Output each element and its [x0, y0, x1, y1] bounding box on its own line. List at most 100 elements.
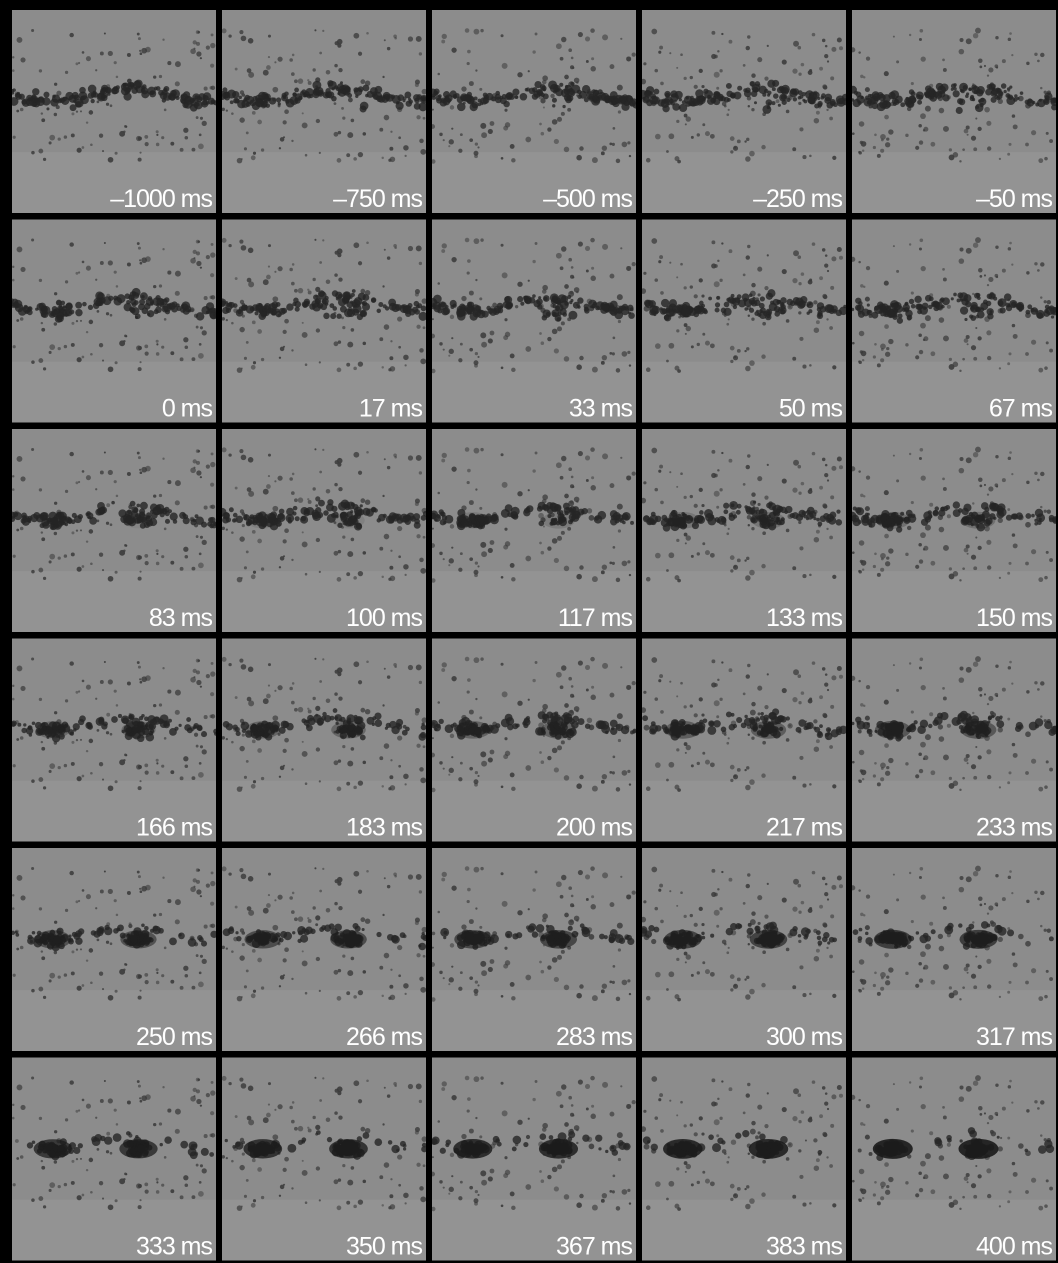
particle	[191, 357, 196, 362]
particle	[685, 116, 691, 122]
particle	[289, 58, 293, 62]
particle	[1045, 341, 1049, 345]
particle	[757, 515, 761, 520]
particle	[474, 351, 479, 356]
particle	[918, 123, 922, 128]
particle	[307, 499, 312, 504]
particle	[567, 717, 573, 723]
particle	[920, 322, 926, 329]
particle	[590, 485, 596, 491]
particle	[62, 96, 67, 102]
particle	[1043, 300, 1047, 304]
particle	[611, 142, 615, 146]
particle	[278, 726, 286, 734]
particle	[99, 297, 106, 304]
particle	[997, 93, 1003, 100]
particle	[676, 748, 680, 752]
particle	[829, 745, 833, 749]
particle	[546, 507, 554, 514]
particle	[250, 364, 256, 370]
particle	[418, 102, 426, 112]
particle	[572, 506, 579, 513]
particle	[896, 688, 900, 692]
particle	[271, 311, 276, 316]
particle	[232, 512, 238, 518]
particle	[711, 263, 717, 269]
particle	[1026, 690, 1030, 694]
particle	[872, 774, 876, 778]
particle	[677, 788, 681, 792]
particle	[759, 296, 765, 302]
particle	[107, 366, 114, 373]
particle	[228, 507, 234, 513]
particle	[858, 749, 865, 756]
particle	[745, 156, 751, 162]
particle	[901, 307, 906, 312]
particle	[859, 769, 864, 773]
particle	[205, 255, 210, 260]
particle	[836, 456, 842, 462]
particle	[155, 503, 165, 513]
particle	[628, 154, 632, 158]
particle	[473, 360, 479, 366]
particle	[246, 277, 252, 283]
particle	[198, 772, 204, 778]
particle	[342, 325, 346, 330]
particle	[780, 94, 786, 100]
particle	[344, 86, 351, 92]
particle	[830, 704, 835, 709]
frame-shade	[432, 152, 636, 213]
particle	[183, 127, 189, 133]
particle	[736, 139, 741, 144]
particle	[566, 88, 576, 98]
particle	[602, 662, 609, 669]
particle	[504, 108, 508, 112]
particle	[291, 281, 295, 286]
particle	[342, 744, 346, 749]
particle	[374, 712, 382, 720]
particle	[609, 561, 613, 565]
particle	[761, 354, 766, 359]
particle	[480, 97, 488, 105]
particle	[771, 87, 776, 92]
particle	[195, 449, 200, 453]
particle	[682, 513, 688, 519]
particle	[920, 518, 929, 526]
particle	[595, 92, 599, 96]
particle	[58, 98, 63, 102]
particle	[102, 569, 105, 572]
frame-image	[432, 429, 636, 632]
particle	[863, 285, 866, 289]
particle	[999, 307, 1006, 314]
particle	[726, 322, 730, 326]
particle	[1050, 315, 1055, 319]
particle	[12, 91, 15, 95]
particle	[736, 503, 742, 509]
particle	[564, 510, 569, 516]
particle	[459, 133, 463, 137]
particle	[693, 503, 698, 508]
particle	[499, 97, 507, 105]
particle	[69, 661, 74, 666]
particle	[539, 332, 542, 335]
particle	[12, 56, 15, 59]
particle	[449, 314, 455, 320]
particle	[12, 135, 16, 139]
particle	[763, 714, 770, 721]
particle	[231, 321, 234, 325]
particle	[631, 471, 636, 476]
particle	[955, 106, 963, 115]
particle	[659, 255, 664, 260]
frame: 200 ms	[432, 638, 636, 842]
particle	[383, 324, 390, 330]
particle	[948, 154, 955, 161]
particle	[300, 515, 307, 522]
particle	[342, 291, 352, 301]
particle	[858, 360, 861, 363]
particle	[246, 696, 252, 702]
particle	[746, 137, 750, 142]
particle	[145, 465, 151, 472]
particle	[347, 760, 354, 767]
particle	[267, 684, 271, 687]
particle	[793, 40, 799, 47]
